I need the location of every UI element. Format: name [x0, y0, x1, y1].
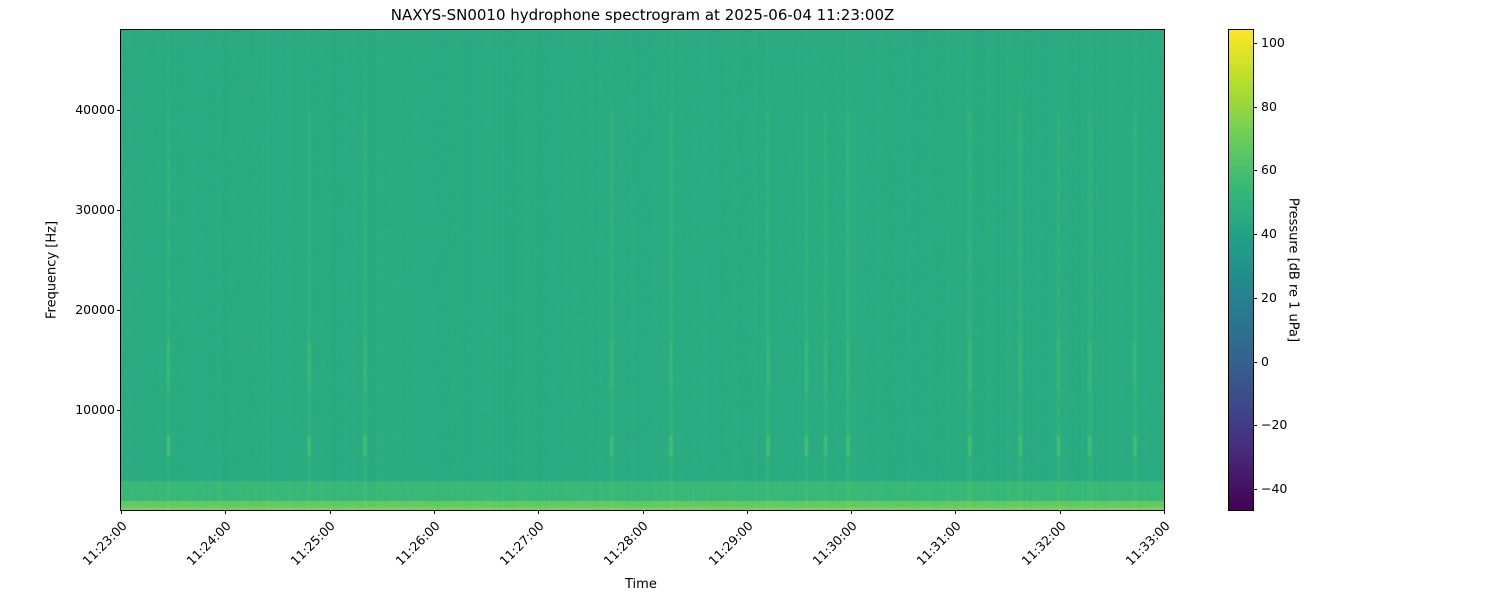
x-tick-mark: [329, 510, 331, 514]
colorbar-tick-mark: [1253, 170, 1257, 172]
y-tick-label: 40000: [75, 102, 115, 117]
x-tick-label: 11:24:00: [183, 518, 234, 569]
chart-title: NAXYS-SN0010 hydrophone spectrogram at 2…: [390, 6, 895, 24]
x-tick-mark: [1059, 510, 1061, 514]
colorbar-tick-label: 20: [1261, 289, 1277, 305]
colorbar-tick-label: 60: [1261, 162, 1277, 178]
y-tick-mark: [117, 310, 121, 311]
y-tick-label: 10000: [75, 402, 115, 417]
x-tick-label: 11:31:00: [913, 518, 965, 569]
x-tick-label: 11:33:00: [1122, 518, 1173, 569]
y-tick-mark: [117, 210, 121, 211]
x-tick-label: 11:29:00: [705, 518, 756, 569]
x-tick-label: 11:25:00: [287, 518, 339, 569]
x-tick-label: 11:28:00: [600, 518, 652, 569]
x-tick-mark: [1164, 510, 1165, 514]
colorbar-tick-label: 40: [1261, 226, 1277, 242]
x-tick-mark: [955, 510, 957, 514]
y-tick-mark: [117, 410, 121, 411]
colorbar-tick-mark: [1253, 106, 1257, 108]
x-tick-mark: [851, 510, 853, 514]
colorbar-tick-mark: [1253, 361, 1257, 363]
colorbar: [1228, 29, 1254, 511]
x-tick-mark: [121, 510, 122, 514]
x-tick-label: 11:32:00: [1018, 518, 1069, 569]
colorbar-tick-label: 80: [1261, 98, 1277, 114]
x-tick-mark: [746, 510, 748, 514]
colorbar-tick-mark: [1253, 488, 1257, 490]
x-axis-label: Time: [625, 577, 657, 592]
x-tick-mark: [433, 510, 435, 514]
y-axis-label: Frequency [Hz]: [44, 220, 60, 320]
colorbar-label: Pressure [dB re 1 uPa]: [1285, 197, 1301, 343]
colorbar-tick-mark: [1253, 234, 1257, 236]
x-tick-label: 11:26:00: [392, 518, 443, 569]
colorbar-tick-mark: [1253, 425, 1257, 427]
x-tick-label: 11:23:00: [79, 518, 130, 569]
spectrogram-heatmap: [120, 29, 1165, 511]
y-tick-label: 30000: [75, 202, 115, 217]
colorbar-tick-mark: [1253, 43, 1257, 45]
colorbar-tick-label: 100: [1261, 35, 1285, 51]
x-tick-mark: [538, 510, 540, 514]
colorbar-tick-label: 0: [1261, 353, 1269, 369]
x-tick-label: 11:30:00: [809, 518, 860, 569]
colorbar-tick-label: −20: [1261, 417, 1288, 433]
y-tick-label: 20000: [75, 302, 115, 317]
x-tick-mark: [642, 510, 644, 514]
y-tick-mark: [117, 110, 121, 111]
x-tick-mark: [225, 510, 227, 514]
x-tick-label: 11:27:00: [496, 518, 547, 569]
colorbar-tick-label: −40: [1261, 480, 1288, 496]
colorbar-tick-mark: [1253, 297, 1257, 299]
